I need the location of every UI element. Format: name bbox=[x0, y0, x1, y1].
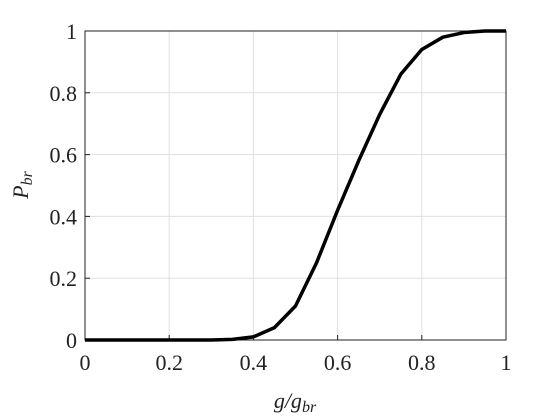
x-tick-label: 0.8 bbox=[408, 350, 436, 375]
y-tick-label: 0.6 bbox=[50, 143, 78, 168]
x-axis-label: g/gbr bbox=[274, 388, 317, 416]
y-label-main: P bbox=[8, 185, 33, 199]
y-tick-label: 1 bbox=[66, 19, 77, 44]
plot-frame bbox=[84, 30, 507, 341]
x-tick-label: 0.2 bbox=[155, 350, 183, 375]
y-tick-label: 0.2 bbox=[50, 266, 78, 291]
y-label-sub: br bbox=[19, 170, 36, 185]
y-tick-label: 0.8 bbox=[50, 81, 78, 106]
y-axis-label: Pbr bbox=[8, 170, 36, 199]
y-tick-label: 0.4 bbox=[50, 204, 78, 229]
x-tick-label: 0.4 bbox=[240, 350, 268, 375]
data-line bbox=[85, 29, 506, 342]
x-label-sub: br bbox=[302, 399, 317, 416]
x-tick-label: 1 bbox=[501, 350, 512, 375]
x-label-main: g/g bbox=[274, 388, 302, 413]
x-tick-label: 0.6 bbox=[324, 350, 352, 375]
y-tick-label: 0 bbox=[66, 328, 77, 353]
x-tick-label: 0 bbox=[80, 350, 91, 375]
